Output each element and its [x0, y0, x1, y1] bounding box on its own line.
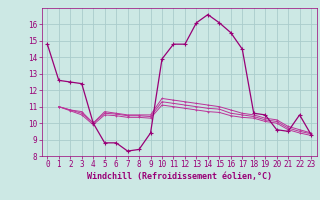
X-axis label: Windchill (Refroidissement éolien,°C): Windchill (Refroidissement éolien,°C) — [87, 172, 272, 181]
